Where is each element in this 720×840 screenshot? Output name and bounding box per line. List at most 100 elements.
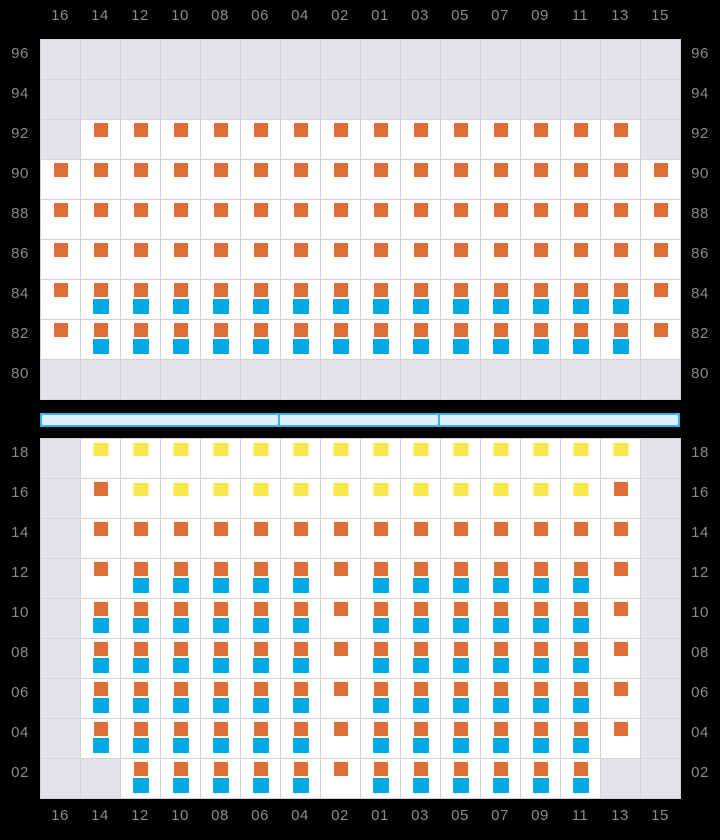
data-cell[interactable]: [281, 599, 321, 639]
data-cell[interactable]: [41, 200, 81, 240]
data-cell[interactable]: [81, 200, 121, 240]
data-cell[interactable]: [521, 519, 561, 559]
data-cell[interactable]: [441, 240, 481, 280]
data-cell[interactable]: [321, 599, 361, 639]
data-cell[interactable]: [201, 679, 241, 719]
data-cell[interactable]: [601, 599, 641, 639]
data-cell[interactable]: [281, 240, 321, 280]
data-cell[interactable]: [601, 120, 641, 160]
data-cell[interactable]: [401, 120, 441, 160]
data-cell[interactable]: [121, 759, 161, 799]
data-cell[interactable]: [161, 559, 201, 599]
data-cell[interactable]: [161, 320, 201, 360]
data-cell[interactable]: [601, 479, 641, 519]
data-cell[interactable]: [321, 320, 361, 360]
data-cell[interactable]: [481, 240, 521, 280]
data-cell[interactable]: [281, 280, 321, 320]
data-cell[interactable]: [561, 559, 601, 599]
data-cell[interactable]: [521, 559, 561, 599]
data-cell[interactable]: [241, 639, 281, 679]
data-cell[interactable]: [441, 599, 481, 639]
data-cell[interactable]: [441, 679, 481, 719]
data-cell[interactable]: [601, 160, 641, 200]
data-cell[interactable]: [321, 479, 361, 519]
data-cell[interactable]: [521, 240, 561, 280]
data-cell[interactable]: [521, 200, 561, 240]
data-cell[interactable]: [521, 280, 561, 320]
data-cell[interactable]: [521, 120, 561, 160]
data-cell[interactable]: [281, 479, 321, 519]
data-cell[interactable]: [121, 519, 161, 559]
data-cell[interactable]: [481, 439, 521, 479]
data-cell[interactable]: [241, 120, 281, 160]
data-cell[interactable]: [241, 519, 281, 559]
data-cell[interactable]: [361, 280, 401, 320]
data-cell[interactable]: [121, 599, 161, 639]
data-cell[interactable]: [601, 320, 641, 360]
data-cell[interactable]: [321, 559, 361, 599]
data-cell[interactable]: [401, 519, 441, 559]
data-cell[interactable]: [361, 439, 401, 479]
data-cell[interactable]: [121, 479, 161, 519]
data-cell[interactable]: [441, 439, 481, 479]
data-cell[interactable]: [521, 320, 561, 360]
data-cell[interactable]: [41, 240, 81, 280]
data-cell[interactable]: [401, 639, 441, 679]
data-cell[interactable]: [521, 599, 561, 639]
data-cell[interactable]: [361, 519, 401, 559]
data-cell[interactable]: [241, 160, 281, 200]
data-cell[interactable]: [521, 479, 561, 519]
data-cell[interactable]: [401, 719, 441, 759]
data-cell[interactable]: [481, 280, 521, 320]
data-cell[interactable]: [641, 320, 681, 360]
data-cell[interactable]: [241, 759, 281, 799]
data-cell[interactable]: [561, 479, 601, 519]
data-cell[interactable]: [321, 679, 361, 719]
data-cell[interactable]: [281, 200, 321, 240]
data-cell[interactable]: [481, 559, 521, 599]
data-cell[interactable]: [521, 719, 561, 759]
data-cell[interactable]: [561, 599, 601, 639]
data-cell[interactable]: [401, 479, 441, 519]
data-cell[interactable]: [161, 200, 201, 240]
data-cell[interactable]: [361, 160, 401, 200]
data-cell[interactable]: [361, 240, 401, 280]
data-cell[interactable]: [561, 200, 601, 240]
data-cell[interactable]: [201, 439, 241, 479]
data-cell[interactable]: [361, 759, 401, 799]
data-cell[interactable]: [241, 280, 281, 320]
data-cell[interactable]: [201, 519, 241, 559]
data-cell[interactable]: [401, 280, 441, 320]
data-cell[interactable]: [521, 679, 561, 719]
data-cell[interactable]: [401, 439, 441, 479]
data-cell[interactable]: [241, 200, 281, 240]
data-cell[interactable]: [521, 439, 561, 479]
data-cell[interactable]: [601, 280, 641, 320]
data-cell[interactable]: [601, 519, 641, 559]
data-cell[interactable]: [601, 639, 641, 679]
data-cell[interactable]: [41, 320, 81, 360]
data-cell[interactable]: [561, 320, 601, 360]
data-cell[interactable]: [361, 320, 401, 360]
data-cell[interactable]: [241, 559, 281, 599]
data-cell[interactable]: [321, 719, 361, 759]
data-cell[interactable]: [121, 200, 161, 240]
data-cell[interactable]: [281, 519, 321, 559]
data-cell[interactable]: [561, 240, 601, 280]
data-cell[interactable]: [81, 679, 121, 719]
data-cell[interactable]: [481, 120, 521, 160]
data-cell[interactable]: [161, 160, 201, 200]
data-cell[interactable]: [81, 280, 121, 320]
data-cell[interactable]: [561, 519, 601, 559]
data-cell[interactable]: [361, 200, 401, 240]
data-cell[interactable]: [601, 559, 641, 599]
data-cell[interactable]: [161, 519, 201, 559]
data-cell[interactable]: [441, 200, 481, 240]
data-cell[interactable]: [641, 160, 681, 200]
data-cell[interactable]: [121, 559, 161, 599]
data-cell[interactable]: [321, 280, 361, 320]
data-cell[interactable]: [201, 559, 241, 599]
data-cell[interactable]: [481, 639, 521, 679]
data-cell[interactable]: [241, 320, 281, 360]
data-cell[interactable]: [161, 479, 201, 519]
